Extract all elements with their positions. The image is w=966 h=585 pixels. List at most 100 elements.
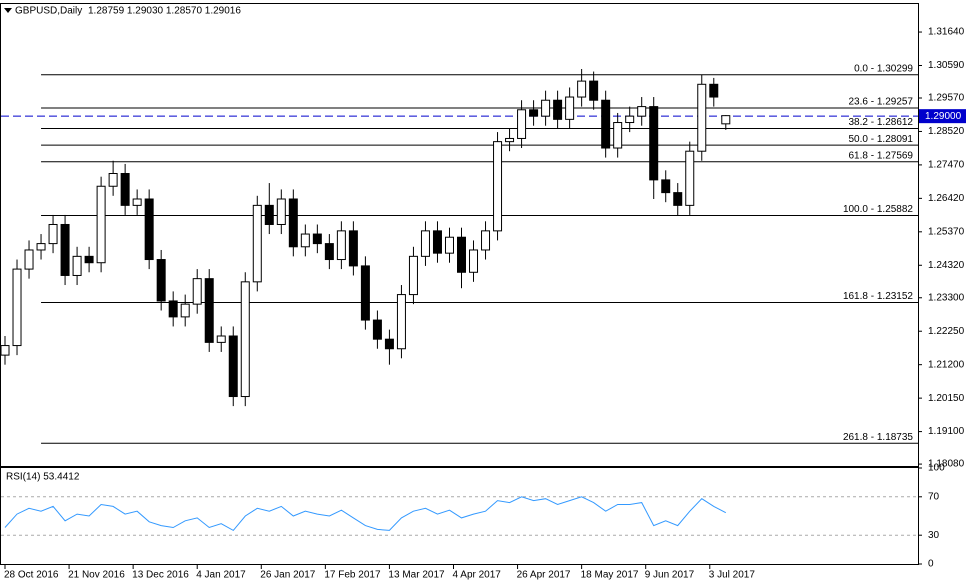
y-tick-label: 1.25370: [928, 226, 965, 237]
y-tick-label: 1.20150: [928, 393, 965, 404]
candle-body: [673, 192, 683, 206]
y-tick-label: 1.29570: [928, 93, 965, 104]
x-tick-label: 26 Jan 2017: [260, 570, 315, 581]
candle-body: [348, 230, 358, 267]
candle-body: [384, 338, 394, 350]
candle-body: [312, 233, 322, 245]
candle-body: [432, 230, 442, 254]
candle-body: [577, 80, 587, 98]
candle-body: [60, 223, 70, 276]
candle-body: [408, 255, 418, 296]
chart-title: GBPUSD,Daily: [15, 6, 82, 17]
candle-body: [228, 335, 238, 398]
y-tick-label: 100: [928, 463, 945, 474]
candle-body: [24, 249, 34, 270]
candle-body: [264, 204, 274, 225]
candle-body: [84, 255, 94, 264]
candle-body: [156, 259, 166, 302]
fib-label: 61.8 - 1.27569: [849, 150, 914, 161]
candle-body: [108, 173, 118, 187]
candle-body: [252, 204, 262, 283]
y-tick-label: 1.19100: [928, 426, 965, 437]
candle-body: [420, 230, 430, 257]
candle-body: [300, 233, 310, 248]
candle-body: [601, 99, 611, 149]
y-tick-label: 1.23300: [928, 292, 965, 303]
candle-body: [685, 150, 695, 206]
candle-body: [372, 319, 382, 340]
candle-body: [276, 198, 286, 225]
y-tick-label: 1.22250: [928, 326, 965, 337]
x-tick-label: 9 Jun 2017: [645, 570, 695, 581]
candle-body: [12, 268, 22, 347]
candle-body: [324, 243, 334, 261]
y-tick-label: 1.27470: [928, 160, 965, 171]
quote: 1.28759 1.29030 1.28570 1.29016: [88, 6, 241, 17]
candle-body: [649, 106, 659, 181]
candle-body: [697, 83, 707, 152]
y-tick-label: 1.21200: [928, 359, 965, 370]
price-tag-label: 1.29000: [925, 111, 962, 122]
candle-body: [168, 300, 178, 318]
y-tick-label: 0: [928, 559, 934, 570]
candle-body: [589, 80, 599, 101]
y-tick-label: 1.30590: [928, 60, 965, 71]
candle-body: [360, 265, 370, 321]
candle-body: [457, 236, 467, 273]
fib-label: 0.0 - 1.30299: [854, 63, 913, 74]
y-tick-label: 1.31640: [928, 27, 965, 38]
fib-label: 38.2 - 1.28612: [849, 117, 914, 128]
candle-body: [661, 179, 671, 194]
y-tick-label: 1.26420: [928, 193, 965, 204]
candle-body: [72, 255, 82, 276]
candle-body: [204, 278, 214, 343]
fib-label: 23.6 - 1.29257: [849, 97, 914, 108]
candle-body: [613, 122, 623, 149]
x-tick-label: 21 Nov 2016: [68, 570, 125, 581]
candle-body: [517, 109, 527, 139]
rsi-line: [4, 496, 727, 532]
x-tick-label: 4 Apr 2017: [452, 570, 501, 581]
candle-body: [444, 236, 454, 254]
candle-body: [481, 230, 491, 251]
rsi-panel-frame: [0, 467, 919, 565]
y-tick-label: 70: [928, 491, 940, 502]
y-tick-label: 1.24320: [928, 260, 965, 271]
main-panel-frame: [0, 3, 919, 467]
candle-body: [505, 137, 515, 143]
fib-label: 100.0 - 1.25882: [843, 204, 913, 215]
candle-body: [120, 173, 130, 206]
candle-body: [469, 249, 479, 273]
candle-body: [180, 303, 190, 318]
x-tick-label: 17 Feb 2017: [324, 570, 381, 581]
candle-body: [48, 223, 58, 245]
candle-body: [192, 278, 202, 305]
y-tick-label: 1.28520: [928, 126, 965, 137]
candle-body: [0, 345, 10, 356]
x-tick-label: 18 May 2017: [581, 570, 639, 581]
fib-label: 50.0 - 1.28091: [849, 134, 914, 145]
y-tick-label: 1.18080: [928, 459, 965, 470]
candle-body: [529, 109, 539, 117]
x-tick-label: 13 Dec 2016: [132, 570, 189, 581]
candle-body: [36, 243, 46, 251]
menu-arrow[interactable]: [4, 8, 12, 13]
x-tick-label: 3 Jul 2017: [709, 570, 756, 581]
candle-body: [541, 99, 551, 117]
x-tick-label: 4 Jan 2017: [196, 570, 246, 581]
y-tick-label: 30: [928, 530, 940, 541]
rsi-title: RSI(14) 53.4412: [6, 472, 80, 483]
candle-body: [565, 96, 575, 120]
x-tick-label: 28 Oct 2016: [4, 570, 59, 581]
x-tick-label: 13 Mar 2017: [388, 570, 445, 581]
price-tag: [919, 109, 966, 124]
candle-body: [288, 198, 298, 248]
candle-body: [96, 185, 106, 264]
candle-body: [240, 281, 250, 398]
candle-body: [132, 198, 142, 206]
candle-body: [144, 198, 154, 261]
candle-body: [625, 115, 635, 124]
candle-body: [216, 335, 226, 343]
